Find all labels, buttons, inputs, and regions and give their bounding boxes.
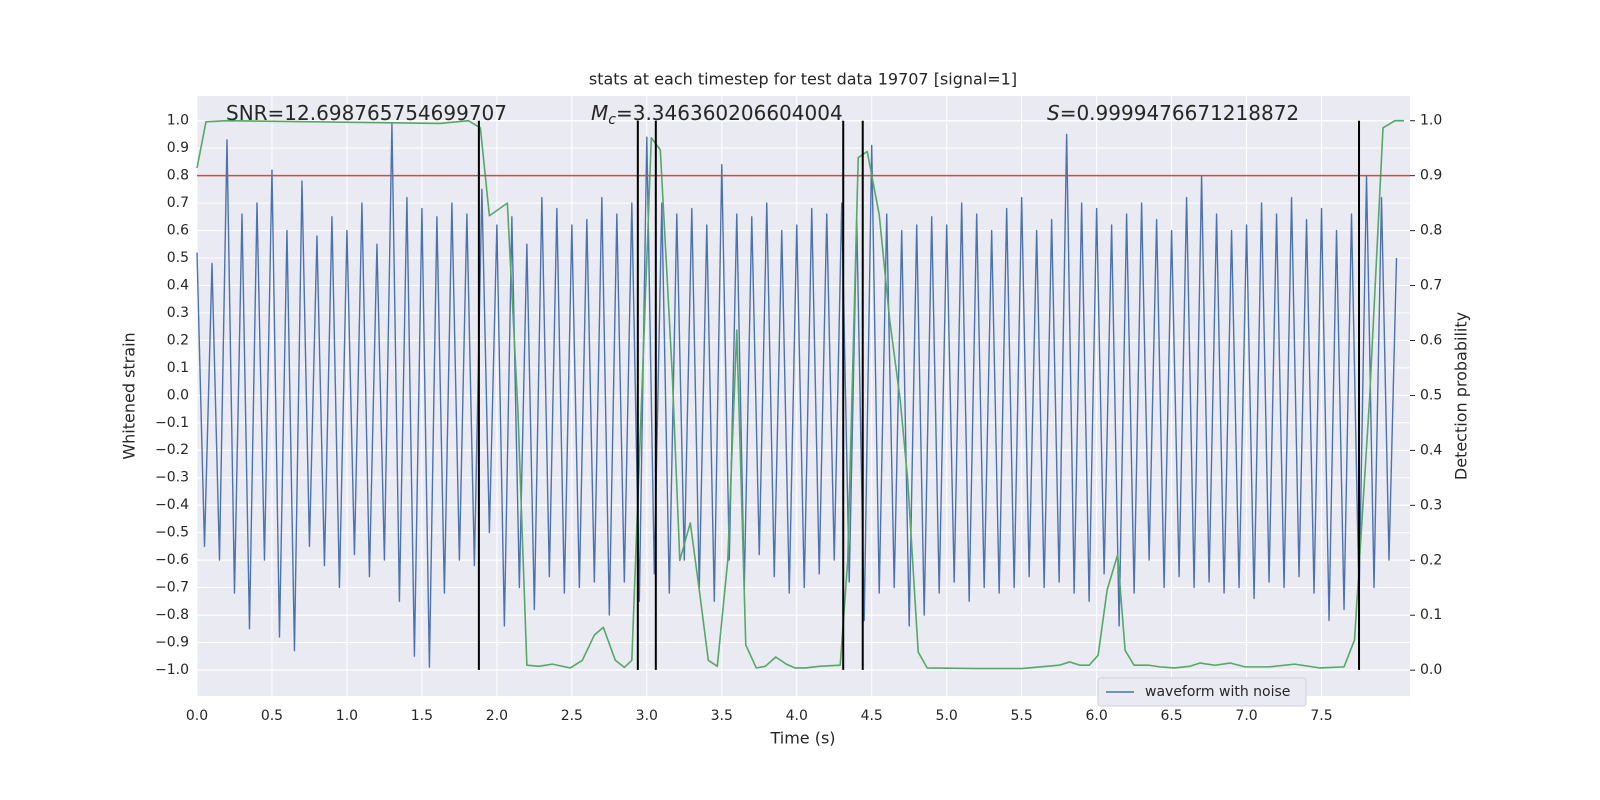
labels: 0.0 0.5 1.0 1.5 2.0 2.5 3.0 3.5 4.0 4.5 5.0 5.5 6.0 6… bbox=[155, 101, 1442, 725]
x-tick-label: 7.5 bbox=[1310, 708, 1332, 724]
x-tick-label: 3.5 bbox=[711, 708, 733, 724]
y-tick-label: −0.7 bbox=[155, 580, 189, 596]
x-tick-label: 0.0 bbox=[186, 708, 208, 724]
y-tick-label: −1.0 bbox=[155, 662, 189, 678]
y-tick-label: 0.0 bbox=[167, 387, 189, 403]
marks bbox=[196, 119, 1410, 670]
y-tick-label: 0.2 bbox=[167, 332, 189, 348]
x-tick-label: 7.0 bbox=[1235, 708, 1257, 724]
y-tick-label: −0.4 bbox=[155, 497, 189, 513]
x-tick-label: 0.5 bbox=[261, 708, 283, 724]
y-tick-label: 0.8 bbox=[167, 168, 189, 184]
y2-tick-label: 0.0 bbox=[1420, 662, 1442, 678]
y2-tick-label: 0.1 bbox=[1420, 607, 1442, 623]
annotation-subscript: c bbox=[608, 112, 616, 128]
annotation-text: =3.346360206604004 bbox=[616, 101, 843, 125]
x-tick-label: 6.5 bbox=[1160, 708, 1182, 724]
y-tick-label: −0.2 bbox=[155, 442, 189, 458]
y2-tick-label: 1.0 bbox=[1420, 113, 1442, 129]
series-line bbox=[196, 122, 1398, 668]
x-tick-label: 1.0 bbox=[336, 708, 358, 724]
y-tick-label: 0.1 bbox=[167, 360, 189, 376]
legend: waveform with noise bbox=[1097, 677, 1307, 707]
y2-tick-label: 0.5 bbox=[1420, 387, 1442, 403]
annotation-symbol: M bbox=[591, 101, 608, 125]
x-tick-label: 4.0 bbox=[786, 708, 808, 724]
y-axis-label: Whitened strain bbox=[120, 332, 139, 459]
y2-tick-label: 0.2 bbox=[1420, 552, 1442, 568]
y-tick-label: −0.5 bbox=[155, 525, 189, 541]
x-tick-label: 5.5 bbox=[1011, 708, 1033, 724]
y-tick-label: 0.4 bbox=[167, 277, 189, 293]
y-tick-label: −0.6 bbox=[155, 552, 189, 568]
x-tick-label: 1.5 bbox=[411, 708, 433, 724]
annotation: S=0.9999476671218872 bbox=[1047, 101, 1299, 125]
x-tick-label: 6.0 bbox=[1085, 708, 1107, 724]
y-tick-label: 0.9 bbox=[167, 140, 189, 156]
x-tick-label: 4.5 bbox=[861, 708, 883, 724]
y-tick-label: 0.3 bbox=[167, 305, 189, 321]
x-tick-label: 2.0 bbox=[486, 708, 508, 724]
x-tick-label: 5.0 bbox=[936, 708, 958, 724]
y-tick-label: 0.7 bbox=[167, 195, 189, 211]
x-tick-label: 2.5 bbox=[561, 708, 583, 724]
y2-tick-label: 0.9 bbox=[1420, 168, 1442, 184]
legend-label: waveform with noise bbox=[1145, 684, 1290, 700]
y2-tick-label: 0.8 bbox=[1420, 223, 1442, 239]
y2-tick-label: 0.3 bbox=[1420, 497, 1442, 513]
annotation: Mc=3.346360206604004 bbox=[591, 101, 843, 129]
y-tick-label: 1.0 bbox=[167, 113, 189, 129]
y-tick-label: −0.8 bbox=[155, 607, 189, 623]
y2-tick-label: 0.4 bbox=[1420, 442, 1442, 458]
annotation-symbol: S bbox=[1047, 101, 1060, 125]
y2-tick-label: 0.7 bbox=[1420, 278, 1442, 294]
y2-tick-label: 0.6 bbox=[1420, 333, 1442, 349]
y-tick-label: 0.5 bbox=[167, 250, 189, 266]
annotation-text: =0.9999476671218872 bbox=[1060, 101, 1299, 125]
series-line bbox=[196, 119, 1404, 670]
y-tick-label: −0.9 bbox=[155, 634, 189, 650]
y-tick-label: −0.1 bbox=[155, 415, 189, 431]
annotation: SNR=12.698765754699707 bbox=[226, 101, 507, 125]
y-tick-label: 0.6 bbox=[167, 223, 189, 239]
annotation-text: SNR=12.698765754699707 bbox=[226, 101, 507, 125]
legend-box bbox=[1097, 677, 1307, 707]
chart-title: stats at each timestep for test data 197… bbox=[589, 70, 1017, 89]
y2-axis-label: Detection probability bbox=[1452, 312, 1471, 480]
x-tick-label: 3.0 bbox=[636, 708, 658, 724]
y-tick-label: −0.3 bbox=[155, 470, 189, 486]
x-axis-label: Time (s) bbox=[769, 729, 835, 748]
